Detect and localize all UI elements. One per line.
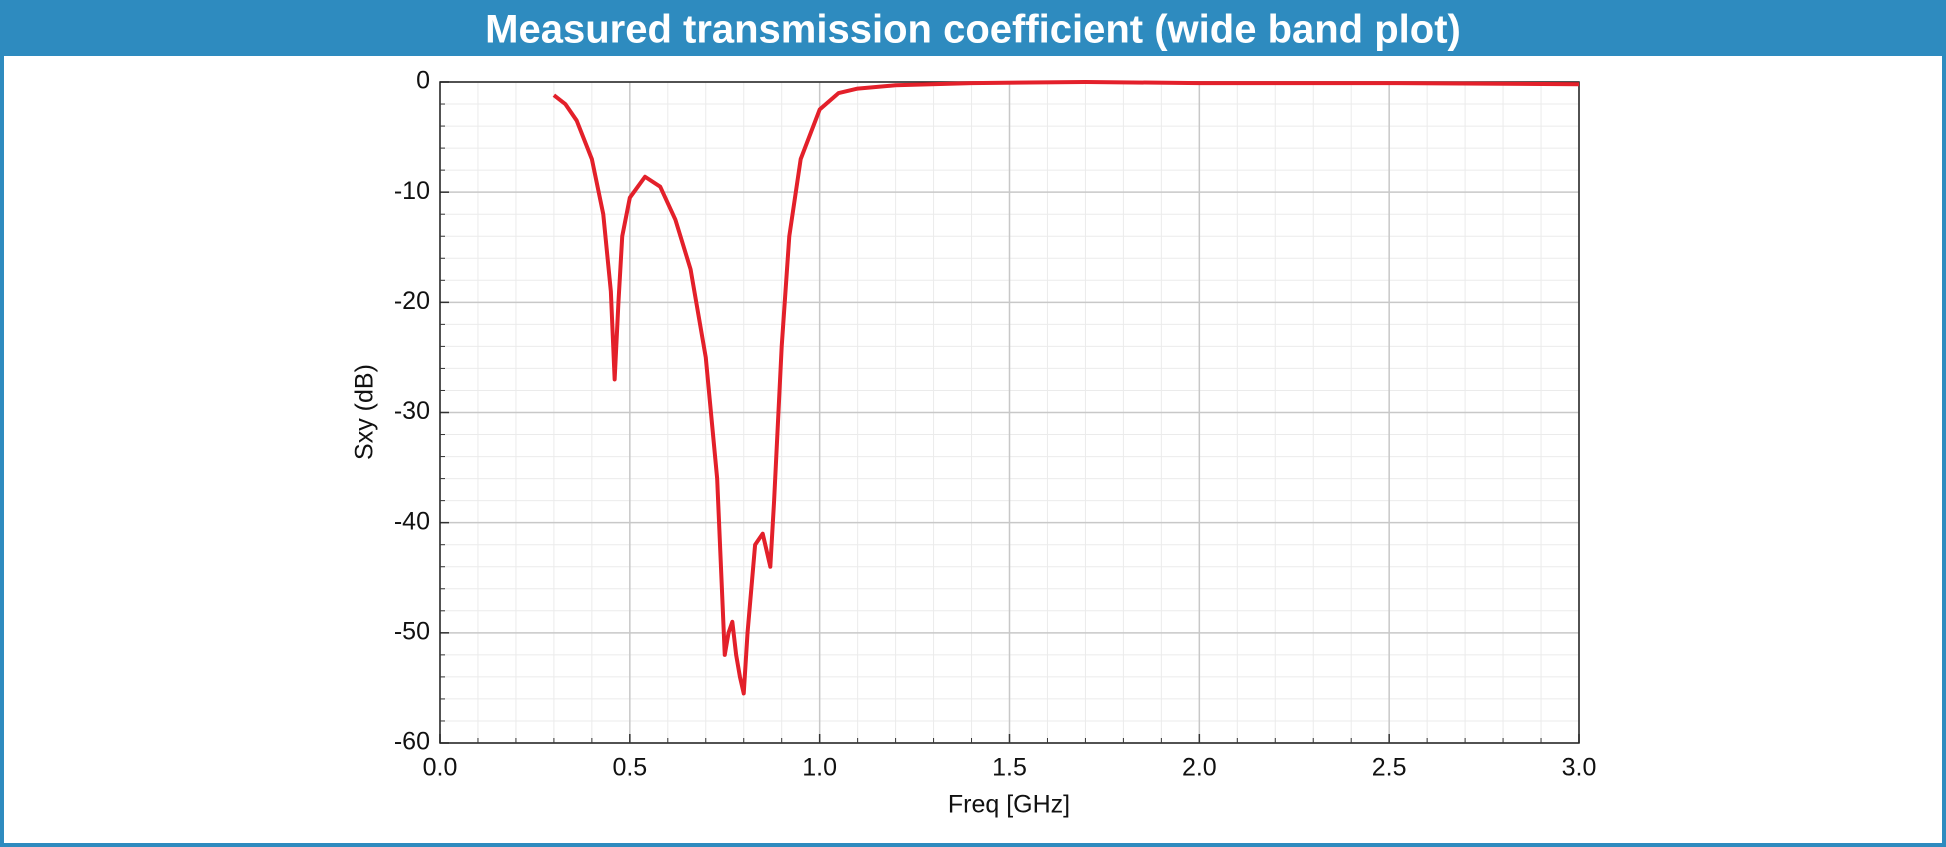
data-line xyxy=(552,80,1580,696)
y-tick-label: -50 xyxy=(394,617,430,645)
y-tick-label: -10 xyxy=(394,177,430,205)
x-tick-label: 1.5 xyxy=(992,754,1027,782)
x-axis-label: Freq [GHz] xyxy=(948,791,1070,819)
y-tick-label: -20 xyxy=(394,287,430,315)
x-tick-label: 3.0 xyxy=(1562,754,1597,782)
x-tick-label: 1.0 xyxy=(802,754,837,782)
chart-title: Measured transmission coefficient (wide … xyxy=(485,8,1461,52)
x-tick-label: 2.0 xyxy=(1182,754,1217,782)
y-tick-label: -60 xyxy=(394,728,430,756)
title-bar xyxy=(0,0,1946,56)
x-tick-label: 0.5 xyxy=(612,754,647,782)
y-tick-label: -40 xyxy=(394,507,430,535)
y-tick-label: 0 xyxy=(416,67,430,95)
x-tick-label: 0.0 xyxy=(423,754,458,782)
y-tick-label: -30 xyxy=(394,397,430,425)
x-tick-label: 2.5 xyxy=(1372,754,1407,782)
y-axis-label: Sxy (dB) xyxy=(351,364,379,460)
